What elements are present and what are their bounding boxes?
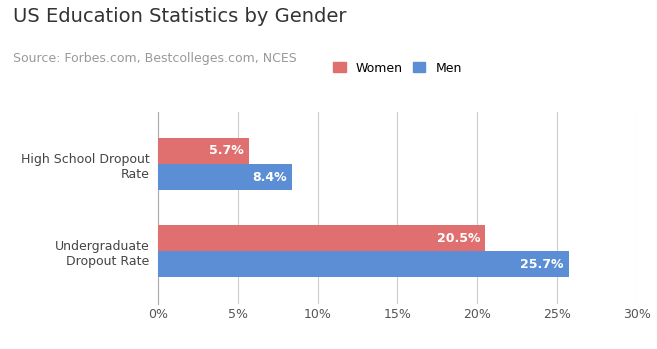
Text: US Education Statistics by Gender: US Education Statistics by Gender (13, 7, 347, 26)
Bar (158, 138, 249, 164)
Bar (158, 251, 568, 277)
Text: 20.5%: 20.5% (437, 232, 481, 245)
Text: 25.7%: 25.7% (520, 258, 564, 271)
Text: 5.7%: 5.7% (210, 144, 244, 157)
Bar (158, 164, 292, 190)
Bar (158, 225, 486, 251)
Text: 8.4%: 8.4% (252, 171, 287, 184)
Legend: Women, Men: Women, Men (328, 57, 466, 80)
Text: Source: Forbes.com, Bestcolleges.com, NCES: Source: Forbes.com, Bestcolleges.com, NC… (13, 52, 297, 65)
